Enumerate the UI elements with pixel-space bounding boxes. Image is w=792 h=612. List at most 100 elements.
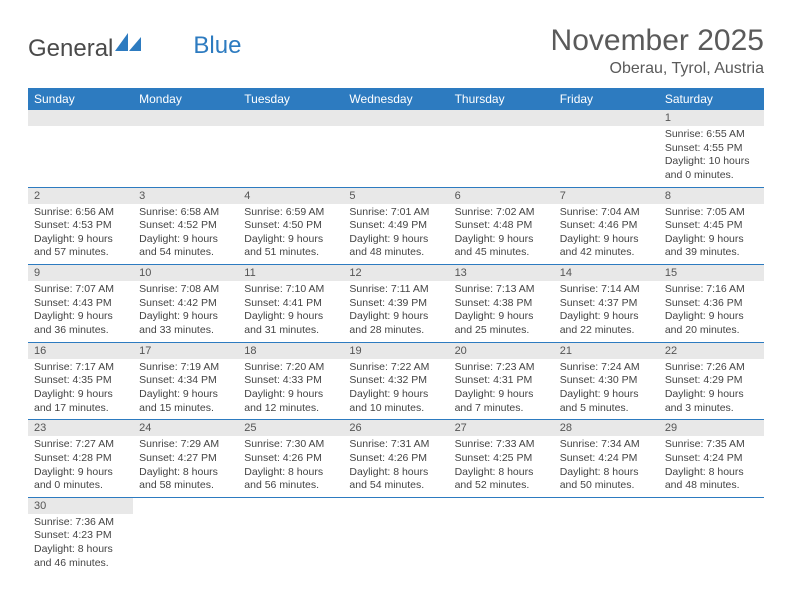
day-details: Sunrise: 6:59 AMSunset: 4:50 PMDaylight:… — [238, 204, 343, 265]
logo-text-part1: General — [28, 35, 113, 63]
day-number: 23 — [28, 420, 133, 436]
calendar-cell-empty — [554, 497, 659, 574]
title-block: November 2025 Oberau, Tyrol, Austria — [551, 24, 764, 78]
day-details: Sunrise: 7:29 AMSunset: 4:27 PMDaylight:… — [133, 436, 238, 497]
weekday-header: Monday — [133, 88, 238, 110]
calendar-cell: 7Sunrise: 7:04 AMSunset: 4:46 PMDaylight… — [554, 187, 659, 265]
empty-daynum — [449, 110, 554, 126]
day-number: 25 — [238, 420, 343, 436]
empty-daynum — [238, 110, 343, 126]
logo: General Blue — [28, 24, 241, 68]
day-details: Sunrise: 7:08 AMSunset: 4:42 PMDaylight:… — [133, 281, 238, 342]
day-details: Sunrise: 7:33 AMSunset: 4:25 PMDaylight:… — [449, 436, 554, 497]
day-number: 17 — [133, 343, 238, 359]
calendar-cell: 2Sunrise: 6:56 AMSunset: 4:53 PMDaylight… — [28, 187, 133, 265]
day-number: 28 — [554, 420, 659, 436]
day-details: Sunrise: 7:05 AMSunset: 4:45 PMDaylight:… — [659, 204, 764, 265]
weekday-header: Friday — [554, 88, 659, 110]
calendar-cell-empty — [449, 497, 554, 574]
day-details: Sunrise: 6:55 AMSunset: 4:55 PMDaylight:… — [659, 126, 764, 187]
calendar-row: 2Sunrise: 6:56 AMSunset: 4:53 PMDaylight… — [28, 187, 764, 265]
calendar-cell: 6Sunrise: 7:02 AMSunset: 4:48 PMDaylight… — [449, 187, 554, 265]
day-details: Sunrise: 7:24 AMSunset: 4:30 PMDaylight:… — [554, 359, 659, 420]
day-details: Sunrise: 7:34 AMSunset: 4:24 PMDaylight:… — [554, 436, 659, 497]
day-number: 9 — [28, 265, 133, 281]
day-number: 15 — [659, 265, 764, 281]
calendar-cell: 25Sunrise: 7:30 AMSunset: 4:26 PMDayligh… — [238, 420, 343, 498]
day-details: Sunrise: 7:17 AMSunset: 4:35 PMDaylight:… — [28, 359, 133, 420]
day-details: Sunrise: 7:04 AMSunset: 4:46 PMDaylight:… — [554, 204, 659, 265]
calendar-cell-empty — [659, 497, 764, 574]
calendar-row: 1Sunrise: 6:55 AMSunset: 4:55 PMDaylight… — [28, 110, 764, 187]
day-number: 16 — [28, 343, 133, 359]
calendar-cell: 15Sunrise: 7:16 AMSunset: 4:36 PMDayligh… — [659, 265, 764, 343]
day-details: Sunrise: 7:16 AMSunset: 4:36 PMDaylight:… — [659, 281, 764, 342]
calendar-cell: 12Sunrise: 7:11 AMSunset: 4:39 PMDayligh… — [343, 265, 448, 343]
day-details: Sunrise: 7:10 AMSunset: 4:41 PMDaylight:… — [238, 281, 343, 342]
calendar-cell: 3Sunrise: 6:58 AMSunset: 4:52 PMDaylight… — [133, 187, 238, 265]
day-details: Sunrise: 7:23 AMSunset: 4:31 PMDaylight:… — [449, 359, 554, 420]
calendar-cell-empty — [554, 110, 659, 187]
calendar-row: 16Sunrise: 7:17 AMSunset: 4:35 PMDayligh… — [28, 342, 764, 420]
calendar-cell: 5Sunrise: 7:01 AMSunset: 4:49 PMDaylight… — [343, 187, 448, 265]
calendar-row: 30Sunrise: 7:36 AMSunset: 4:23 PMDayligh… — [28, 497, 764, 574]
day-number: 14 — [554, 265, 659, 281]
empty-daynum — [554, 110, 659, 126]
day-number: 5 — [343, 188, 448, 204]
day-details: Sunrise: 7:36 AMSunset: 4:23 PMDaylight:… — [28, 514, 133, 575]
day-details: Sunrise: 7:14 AMSunset: 4:37 PMDaylight:… — [554, 281, 659, 342]
calendar-cell: 21Sunrise: 7:24 AMSunset: 4:30 PMDayligh… — [554, 342, 659, 420]
weekday-header: Tuesday — [238, 88, 343, 110]
calendar-cell-empty — [343, 497, 448, 574]
day-number: 19 — [343, 343, 448, 359]
day-details: Sunrise: 7:11 AMSunset: 4:39 PMDaylight:… — [343, 281, 448, 342]
calendar-cell: 22Sunrise: 7:26 AMSunset: 4:29 PMDayligh… — [659, 342, 764, 420]
empty-daynum — [343, 110, 448, 126]
day-number: 2 — [28, 188, 133, 204]
day-number: 18 — [238, 343, 343, 359]
location: Oberau, Tyrol, Austria — [551, 60, 764, 78]
day-number: 21 — [554, 343, 659, 359]
day-details: Sunrise: 7:13 AMSunset: 4:38 PMDaylight:… — [449, 281, 554, 342]
calendar-cell: 30Sunrise: 7:36 AMSunset: 4:23 PMDayligh… — [28, 497, 133, 574]
day-number: 11 — [238, 265, 343, 281]
day-number: 3 — [133, 188, 238, 204]
day-number: 13 — [449, 265, 554, 281]
calendar-cell-empty — [133, 110, 238, 187]
weekday-header: Sunday — [28, 88, 133, 110]
calendar-cell-empty — [238, 497, 343, 574]
empty-daynum — [133, 110, 238, 126]
logo-text-part2: Blue — [193, 32, 241, 60]
calendar-cell: 9Sunrise: 7:07 AMSunset: 4:43 PMDaylight… — [28, 265, 133, 343]
day-details: Sunrise: 7:30 AMSunset: 4:26 PMDaylight:… — [238, 436, 343, 497]
calendar-row: 23Sunrise: 7:27 AMSunset: 4:28 PMDayligh… — [28, 420, 764, 498]
calendar-cell-empty — [28, 110, 133, 187]
calendar-cell: 19Sunrise: 7:22 AMSunset: 4:32 PMDayligh… — [343, 342, 448, 420]
calendar-cell-empty — [449, 110, 554, 187]
logo-sail-icon — [115, 30, 141, 58]
calendar-cell: 14Sunrise: 7:14 AMSunset: 4:37 PMDayligh… — [554, 265, 659, 343]
calendar-cell-empty — [133, 497, 238, 574]
day-details: Sunrise: 7:19 AMSunset: 4:34 PMDaylight:… — [133, 359, 238, 420]
calendar-cell: 28Sunrise: 7:34 AMSunset: 4:24 PMDayligh… — [554, 420, 659, 498]
day-details: Sunrise: 7:35 AMSunset: 4:24 PMDaylight:… — [659, 436, 764, 497]
day-number: 6 — [449, 188, 554, 204]
day-details: Sunrise: 7:02 AMSunset: 4:48 PMDaylight:… — [449, 204, 554, 265]
calendar-cell: 18Sunrise: 7:20 AMSunset: 4:33 PMDayligh… — [238, 342, 343, 420]
day-number: 10 — [133, 265, 238, 281]
weekday-header: Saturday — [659, 88, 764, 110]
calendar-cell: 23Sunrise: 7:27 AMSunset: 4:28 PMDayligh… — [28, 420, 133, 498]
day-number: 26 — [343, 420, 448, 436]
calendar-cell: 27Sunrise: 7:33 AMSunset: 4:25 PMDayligh… — [449, 420, 554, 498]
calendar-cell: 1Sunrise: 6:55 AMSunset: 4:55 PMDaylight… — [659, 110, 764, 187]
day-number: 20 — [449, 343, 554, 359]
day-number: 1 — [659, 110, 764, 126]
day-number: 29 — [659, 420, 764, 436]
day-number: 4 — [238, 188, 343, 204]
day-number: 12 — [343, 265, 448, 281]
calendar-cell: 4Sunrise: 6:59 AMSunset: 4:50 PMDaylight… — [238, 187, 343, 265]
calendar-cell: 13Sunrise: 7:13 AMSunset: 4:38 PMDayligh… — [449, 265, 554, 343]
calendar-cell: 29Sunrise: 7:35 AMSunset: 4:24 PMDayligh… — [659, 420, 764, 498]
day-details: Sunrise: 7:20 AMSunset: 4:33 PMDaylight:… — [238, 359, 343, 420]
header: General Blue November 2025 Oberau, Tyrol… — [28, 24, 764, 78]
